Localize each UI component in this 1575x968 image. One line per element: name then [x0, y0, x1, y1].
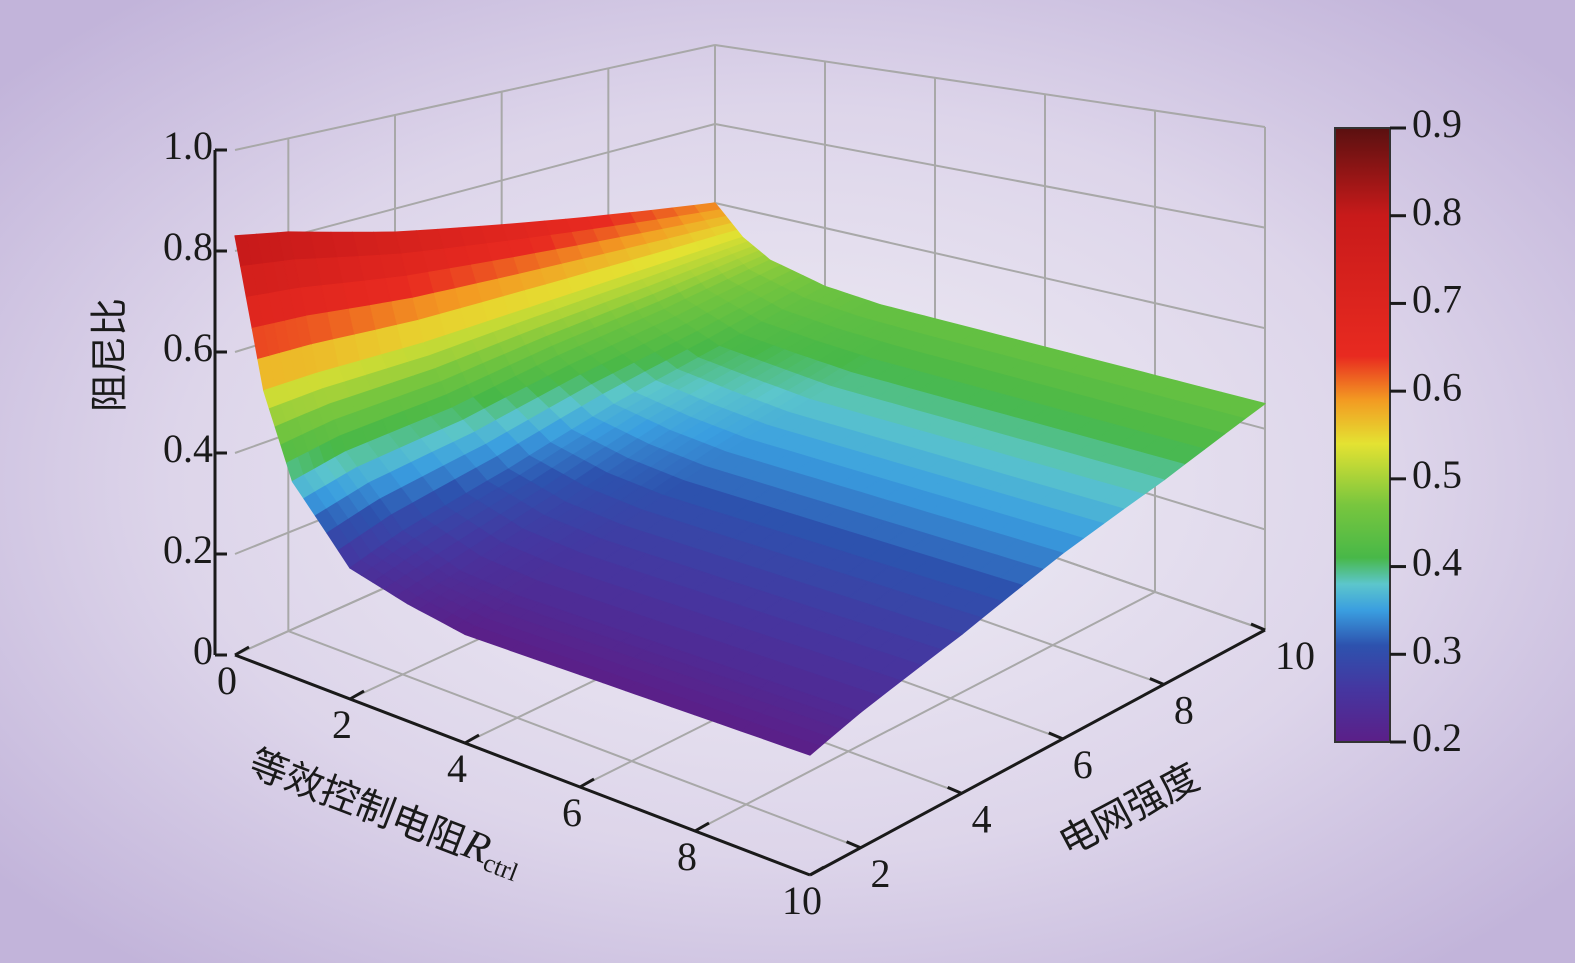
grid-line [714, 44, 1266, 128]
z-tick-label: 0.6 [163, 325, 213, 370]
x-tick-label: 10 [782, 878, 822, 923]
x-tick-label: 2 [332, 702, 352, 747]
surface-cell [786, 737, 821, 756]
x-tick-label: 8 [677, 834, 697, 879]
y-tick [1149, 677, 1165, 686]
grid-line [714, 123, 1266, 229]
y-tick-label: 10 [1275, 633, 1315, 678]
colorbar-tick-label: 0.6 [1412, 364, 1462, 409]
x-tick [809, 865, 825, 877]
grid-line [234, 123, 716, 252]
colorbar-tick-label: 0.7 [1412, 277, 1462, 322]
grid-line [714, 202, 1266, 330]
y-tick [1048, 731, 1064, 741]
colorbar-tick-label: 0.2 [1412, 715, 1462, 760]
x-tick [349, 689, 365, 701]
z-tick-label: 0.4 [163, 426, 213, 471]
x-axis-line [234, 653, 811, 877]
y-axis-line [809, 628, 1266, 877]
colorbar-tick-label: 0.3 [1412, 627, 1462, 672]
grid-line [287, 630, 861, 849]
x-tick-label: 6 [562, 790, 582, 835]
x-tick-label: 4 [447, 746, 467, 791]
x-tick [579, 777, 595, 789]
y-tick [845, 840, 862, 850]
grid-line [234, 44, 716, 151]
colorbar-tick-label: 0.9 [1412, 101, 1462, 146]
z-tick-label: 1.0 [163, 123, 213, 168]
x-tick [234, 645, 250, 657]
z-tick-label: 0 [193, 628, 213, 673]
x-tick [694, 821, 710, 833]
grid-line [694, 591, 1156, 832]
x-tick [464, 733, 480, 745]
colorbar-tick-label: 0.8 [1412, 189, 1462, 234]
colorbar-scale [1334, 127, 1391, 743]
colorbar-tick-label: 0.5 [1412, 452, 1462, 497]
z-tick-label: 0.8 [163, 224, 213, 269]
y-tick-label: 8 [1174, 688, 1194, 733]
y-tick-label: 6 [1073, 742, 1093, 787]
y-tick [1250, 622, 1266, 632]
y-tick [947, 785, 963, 795]
y-tick-label: 2 [871, 851, 891, 896]
axes: 0 0.2 0.4 0.6 0.8 1.0 0 2 4 6 8 10 2 4 6 8 10 [163, 123, 1315, 923]
colorbar-tick-label: 0.4 [1412, 540, 1462, 585]
z-tick-label: 0.2 [163, 527, 213, 572]
x-tick-label: 0 [217, 658, 237, 703]
y-tick-label: 4 [972, 797, 992, 842]
z-axis-label: 阻尼比 [88, 298, 132, 412]
surface [234, 202, 1266, 756]
colorbar: 0.2 0.3 0.4 0.5 0.6 0.7 0.8 0.9 [1334, 101, 1462, 760]
